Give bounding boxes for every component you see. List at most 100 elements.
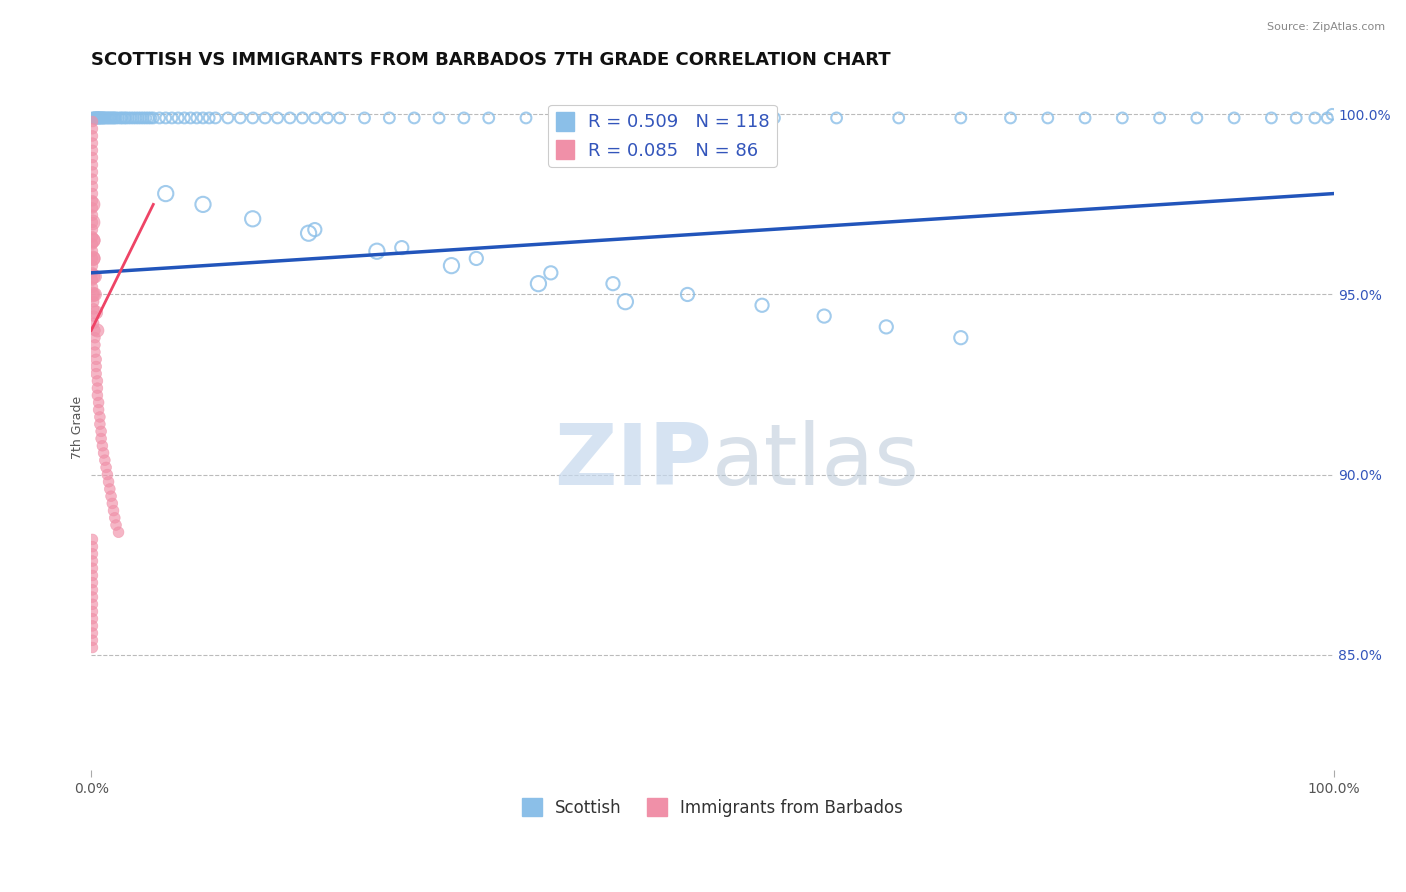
Point [155,186,177,201]
Point [82,111,104,125]
Point [82,568,104,582]
Point [173,111,195,125]
Point [86,388,108,402]
Point [82,626,104,640]
Point [191,197,214,211]
Text: ZIP: ZIP [554,420,713,503]
Point [94,111,117,125]
Point [89,409,111,424]
Point [101,496,124,510]
Point [94,453,117,467]
Point [87,111,110,125]
Point [84,338,107,352]
Point [94,111,117,125]
Point [813,309,835,323]
Point [82,151,104,165]
Point [83,301,105,316]
Point [87,111,110,125]
Point [378,111,401,125]
Point [875,319,897,334]
Point [84,111,107,125]
Point [515,111,537,125]
Point [136,111,159,125]
Point [453,111,475,125]
Point [242,111,264,125]
Point [82,597,104,611]
Point [97,475,120,489]
Point [110,111,132,125]
Point [105,518,128,533]
Point [82,605,104,619]
Point [316,111,339,125]
Point [304,111,326,125]
Point [89,111,111,125]
Point [82,273,104,287]
Point [217,111,239,125]
Point [82,186,104,201]
Point [107,111,129,125]
Point [82,633,104,648]
Point [111,111,134,125]
Point [100,489,122,503]
Point [553,111,575,125]
Point [82,619,104,633]
Point [427,111,450,125]
Point [1285,111,1308,125]
Point [82,640,104,655]
Point [82,575,104,590]
Point [297,226,319,240]
Point [366,244,388,259]
Point [82,287,104,301]
Point [949,111,972,125]
Point [1316,111,1339,125]
Point [84,352,107,367]
Point [180,111,202,125]
Point [82,201,104,215]
Point [115,111,138,125]
Point [142,111,165,125]
Point [83,309,105,323]
Point [82,547,104,561]
Point [82,234,104,248]
Point [82,197,104,211]
Point [1036,111,1059,125]
Point [1185,111,1208,125]
Point [86,111,108,125]
Point [127,111,149,125]
Point [83,287,105,301]
Point [139,111,162,125]
Point [84,324,107,338]
Point [104,111,127,125]
Point [638,111,661,125]
Point [167,111,190,125]
Point [84,111,107,125]
Point [82,172,104,186]
Point [91,439,114,453]
Point [84,367,107,381]
Point [614,294,637,309]
Point [84,111,107,125]
Point [82,280,104,294]
Point [266,111,288,125]
Point [86,111,108,125]
Point [86,381,108,395]
Point [391,241,413,255]
Point [94,460,117,475]
Point [82,215,104,229]
Point [602,277,624,291]
Point [87,395,110,409]
Point [751,298,773,312]
Point [104,511,127,525]
Point [83,294,105,309]
Point [90,432,112,446]
Point [465,252,488,266]
Point [1303,111,1326,125]
Point [98,111,121,125]
Point [84,345,107,359]
Point [100,111,122,125]
Point [440,259,463,273]
Point [291,111,314,125]
Y-axis label: 7th Grade: 7th Grade [72,396,84,459]
Point [82,165,104,179]
Point [702,111,724,125]
